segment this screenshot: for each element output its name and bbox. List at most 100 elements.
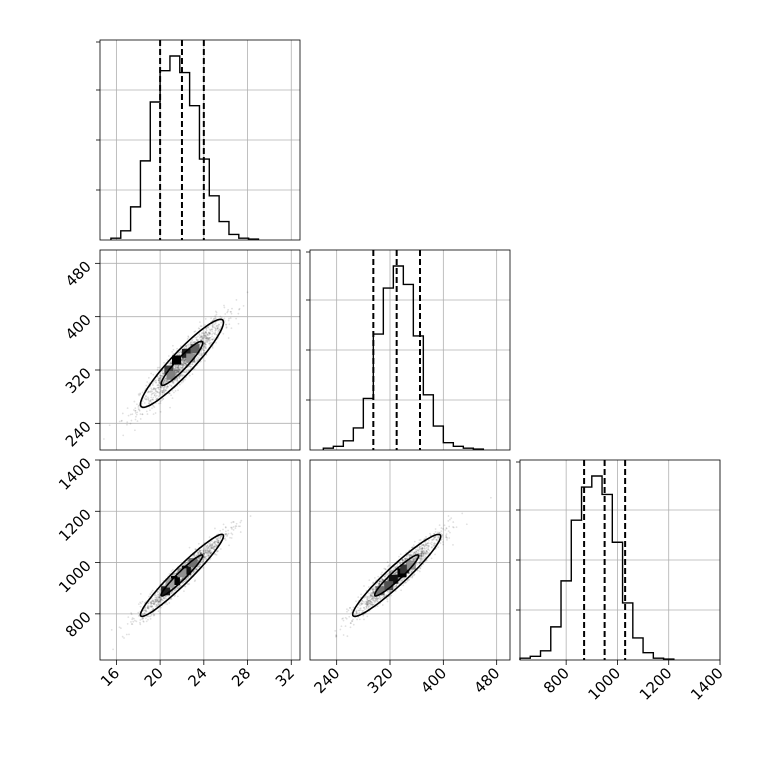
- scatter-point: [152, 603, 155, 605]
- scatter-point: [166, 603, 169, 606]
- scatter-point: [415, 551, 418, 553]
- scatter-point: [173, 391, 175, 394]
- scatter-point: [180, 359, 183, 361]
- scatter-point: [200, 549, 203, 552]
- scatter-point: [174, 368, 177, 371]
- scatter-point: [395, 584, 398, 587]
- scatter-point: [173, 364, 176, 367]
- scatter-point: [182, 359, 185, 362]
- scatter-point: [216, 324, 219, 327]
- scatter-point: [426, 542, 429, 545]
- scatter-point: [222, 332, 225, 335]
- scatter-point: [445, 536, 448, 539]
- scatter-point: [173, 589, 176, 592]
- y-tick-label: 320: [62, 364, 95, 397]
- scatter-point: [200, 335, 203, 338]
- scatter-point: [202, 566, 205, 569]
- scatter-point: [414, 553, 417, 555]
- scatter-point: [395, 584, 398, 586]
- scatter-point: [133, 429, 136, 432]
- scatter-point: [184, 371, 187, 374]
- scatter-point: [162, 388, 165, 390]
- histogram-step: [110, 55, 260, 240]
- scatter-point: [188, 365, 191, 367]
- scatter-point: [157, 595, 159, 598]
- scatter-point: [371, 604, 374, 607]
- scatter-point: [204, 556, 207, 559]
- scatter-point: [225, 326, 228, 328]
- scatter-point: [155, 387, 158, 390]
- scatter-point: [371, 594, 374, 597]
- scatter-point: [193, 330, 196, 333]
- scatter-point: [200, 352, 202, 355]
- scatter-point: [206, 555, 208, 558]
- scatter-point: [205, 558, 208, 561]
- scatter-point: [214, 331, 217, 334]
- scatter-point: [210, 547, 213, 550]
- scatter-point: [159, 385, 162, 388]
- scatter-point: [176, 378, 179, 381]
- scatter-point: [203, 345, 206, 348]
- scatter-point: [369, 594, 372, 597]
- scatter-point: [409, 554, 411, 556]
- scatter-point: [180, 367, 183, 370]
- scatter-point: [219, 548, 222, 550]
- scatter-point: [209, 545, 211, 548]
- scatter-point: [155, 603, 158, 606]
- density-bin: [400, 564, 410, 574]
- scatter-point: [152, 399, 154, 401]
- scatter-point: [369, 589, 372, 592]
- scatter-point: [366, 603, 369, 606]
- scatter-point: [136, 411, 139, 414]
- scatter-point: [154, 388, 157, 391]
- scatter-point: [205, 337, 208, 339]
- scatter-point: [223, 304, 225, 307]
- scatter-point: [208, 342, 210, 345]
- scatter-point: [208, 549, 211, 552]
- scatter-point: [162, 373, 165, 376]
- scatter-point: [401, 559, 404, 561]
- scatter-point: [431, 546, 433, 548]
- scatter-point: [173, 368, 176, 371]
- scatter-point: [157, 603, 160, 606]
- scatter-point: [422, 553, 425, 556]
- scatter-point: [158, 394, 161, 397]
- scatter-point: [203, 342, 206, 345]
- scatter-point: [206, 326, 209, 329]
- scatter-point: [434, 536, 436, 539]
- panel-frame: [309, 249, 511, 451]
- scatter-point: [211, 323, 214, 326]
- scatter-point: [219, 315, 222, 318]
- scatter-point: [370, 601, 372, 604]
- scatter-point: [153, 602, 156, 605]
- scatter-point: [212, 317, 215, 320]
- scatter-point: [187, 575, 190, 578]
- scatter-point: [168, 384, 171, 386]
- scatter-point: [417, 552, 420, 555]
- scatter-point: [184, 563, 186, 566]
- scatter-point: [425, 543, 428, 546]
- scatter-point: [211, 346, 214, 349]
- scatter-point: [366, 602, 369, 604]
- scatter-point: [226, 310, 229, 313]
- scatter-point: [422, 544, 425, 546]
- scatter-point: [158, 596, 161, 598]
- scatter-point: [196, 356, 199, 358]
- scatter-point: [166, 380, 169, 382]
- scatter-point: [149, 409, 151, 412]
- scatter-point: [225, 323, 228, 326]
- scatter-point: [199, 549, 202, 552]
- scatter-point: [360, 602, 363, 604]
- scatter-point: [204, 324, 207, 326]
- scatter-point: [132, 620, 135, 623]
- scatter-point: [207, 550, 210, 553]
- scatter-point: [156, 368, 159, 371]
- scatter-point: [154, 600, 157, 603]
- scatter-point: [173, 572, 176, 575]
- scatter-point: [448, 525, 451, 528]
- scatter-point: [389, 590, 391, 593]
- scatter-point: [148, 400, 151, 403]
- scatter-point: [156, 384, 159, 387]
- scatter-point: [110, 628, 113, 631]
- scatter-point: [186, 337, 189, 340]
